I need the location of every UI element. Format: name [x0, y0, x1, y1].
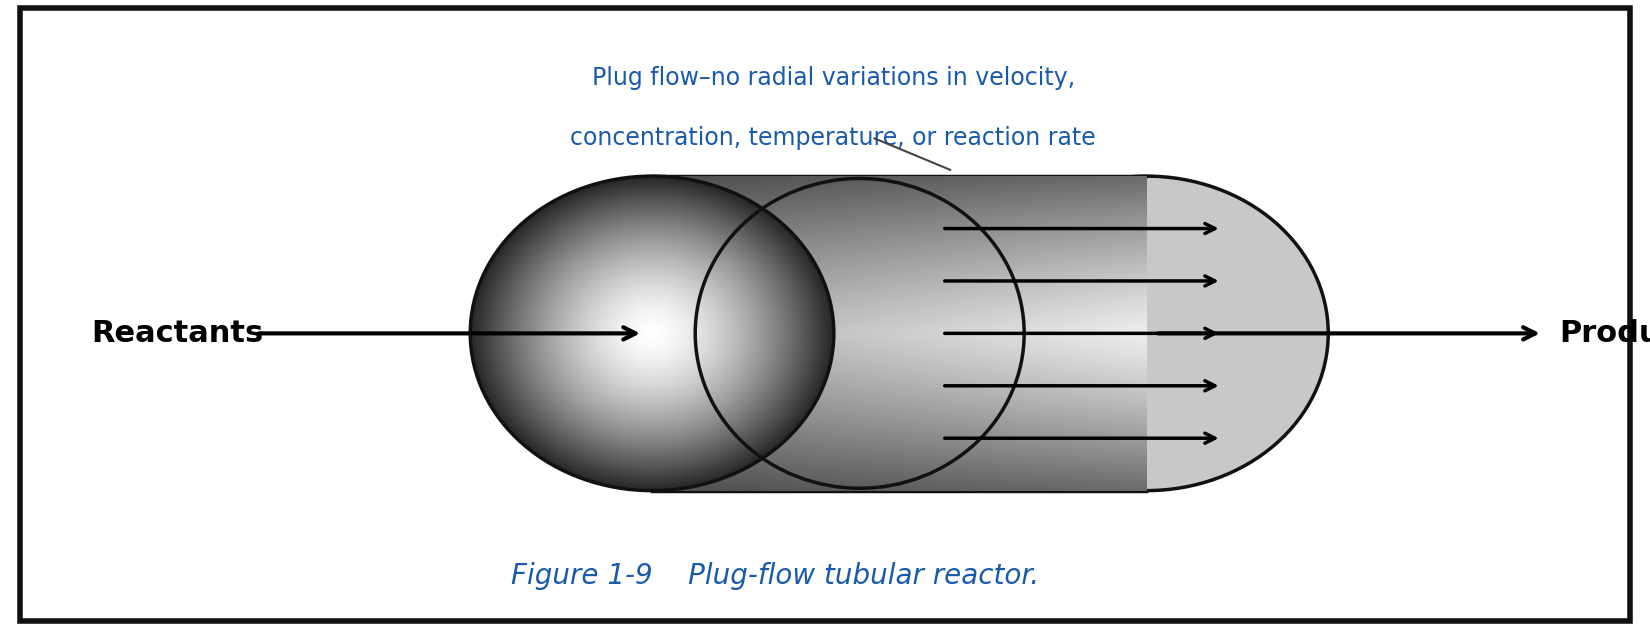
Text: Reactants: Reactants: [91, 319, 262, 348]
Text: Figure 1-9    Plug-flow tubular reactor.: Figure 1-9 Plug-flow tubular reactor.: [512, 562, 1040, 589]
Text: Plug flow–no radial variations in velocity,: Plug flow–no radial variations in veloci…: [592, 66, 1074, 90]
Text: concentration, temperature, or reaction rate: concentration, temperature, or reaction …: [571, 126, 1096, 150]
Text: Products: Products: [1559, 319, 1650, 348]
Ellipse shape: [965, 176, 1328, 491]
FancyBboxPatch shape: [20, 8, 1630, 621]
